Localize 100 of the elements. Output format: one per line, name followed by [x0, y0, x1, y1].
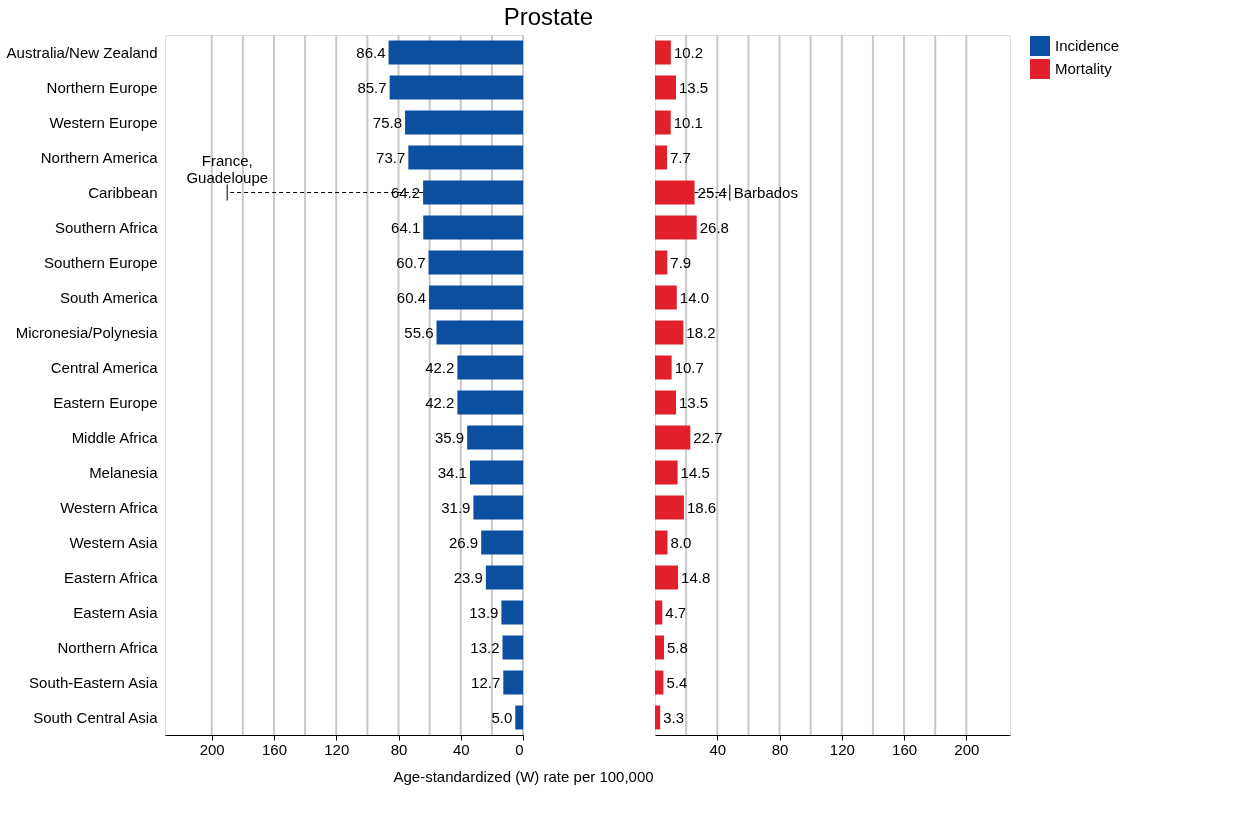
data-label: 31.9 [441, 498, 471, 516]
x-tick-label: 160 [261, 740, 287, 758]
bar [655, 75, 677, 100]
data-label: 85.7 [357, 78, 387, 96]
x-tick-label: 40 [452, 740, 470, 758]
x-tick-label: 120 [324, 740, 350, 758]
x-tick-label: 160 [892, 740, 918, 758]
y-tick-label: South Central Asia [33, 708, 159, 726]
bar [408, 145, 524, 170]
data-label: 7.9 [670, 253, 692, 271]
data-label: 73.7 [376, 148, 406, 166]
y-tick-label: Caribbean [88, 183, 158, 201]
bar [429, 285, 524, 310]
bar [457, 390, 524, 415]
data-label: 18.2 [686, 323, 716, 341]
x-axis-title: Age-standardized (W) rate per 100,000 [393, 767, 654, 785]
y-tick-label: Western Europe [49, 113, 158, 131]
y-tick-label: Australia/New Zealand [6, 43, 158, 61]
bar [655, 565, 679, 590]
data-label: 64.2 [390, 183, 421, 201]
bar [501, 600, 524, 625]
data-label: 25.4 [697, 183, 727, 201]
bar [469, 460, 524, 485]
bar [655, 425, 691, 450]
bar [655, 110, 671, 135]
bar [655, 285, 677, 310]
bar [423, 180, 524, 205]
bar [467, 425, 524, 450]
x-tick-label: 40 [709, 740, 727, 758]
chart-title: Prostate [503, 2, 594, 30]
data-label: 13.9 [469, 603, 499, 621]
bar [655, 320, 684, 345]
y-tick-label: Micronesia/Polynesia [15, 323, 159, 341]
bar [655, 635, 665, 660]
data-label: 22.7 [693, 428, 723, 446]
data-label: 60.7 [396, 253, 426, 271]
bar [655, 355, 672, 380]
data-label: 10.1 [673, 113, 703, 131]
y-tick-label: Eastern Europe [53, 393, 158, 411]
y-tick-label: Western Africa [60, 498, 159, 516]
bar [655, 705, 661, 730]
data-label: 14.8 [681, 568, 711, 586]
bar [515, 705, 524, 730]
data-label: 8.0 [670, 533, 692, 551]
bar [502, 635, 524, 660]
x-tick-label: 120 [829, 740, 855, 758]
data-label: 7.7 [669, 148, 691, 166]
bar [655, 145, 667, 170]
bar [388, 40, 524, 65]
bar [428, 250, 524, 275]
legend-label: Mortality [1055, 60, 1113, 77]
data-label: 4.7 [665, 603, 687, 621]
y-tick-label: Eastern Africa [64, 568, 159, 586]
bar [405, 110, 524, 135]
y-tick-label: Southern Europe [44, 253, 158, 271]
data-label: 13.5 [679, 393, 709, 411]
bar [457, 355, 524, 380]
bar [655, 40, 671, 65]
data-label: 55.6 [404, 323, 434, 341]
x-tick-label: 0 [515, 740, 524, 758]
annotation: Barbados [733, 183, 798, 201]
data-label: 18.6 [686, 498, 717, 516]
bar [655, 495, 684, 520]
y-tick-label: Middle Africa [71, 428, 159, 446]
y-tick-label: Melanesia [89, 463, 159, 481]
bar [389, 75, 524, 100]
data-label: 14.0 [679, 288, 709, 306]
bar [503, 670, 524, 695]
data-label: 42.2 [425, 358, 455, 376]
legend-label: Incidence [1055, 37, 1120, 54]
y-tick-label: Western Asia [69, 533, 159, 551]
bar [655, 600, 663, 625]
y-tick-label: Eastern Asia [73, 603, 159, 621]
bar [655, 670, 664, 695]
y-tick-label: Northern Africa [57, 638, 159, 656]
y-tick-label: Central America [50, 358, 159, 376]
data-label: 26.9 [448, 533, 479, 551]
data-label: 64.1 [391, 218, 421, 236]
bar [655, 215, 697, 240]
y-tick-label: Southern Africa [54, 218, 159, 236]
data-label: 26.8 [699, 218, 729, 236]
data-label: 5.0 [491, 708, 513, 726]
x-tick-label: 80 [771, 740, 789, 758]
bar [423, 215, 524, 240]
bar [655, 180, 695, 205]
x-tick-label: 80 [390, 740, 408, 758]
data-label: 42.2 [425, 393, 455, 411]
bar [436, 320, 524, 345]
bar [655, 250, 668, 275]
data-label: 14.5 [680, 463, 710, 481]
data-label: 75.8 [372, 113, 403, 131]
data-label: 60.4 [396, 288, 427, 306]
data-label: 23.9 [453, 568, 483, 586]
bar [655, 390, 677, 415]
bar [481, 530, 524, 555]
data-label: 86.4 [356, 43, 386, 61]
data-label: 10.7 [674, 358, 704, 376]
bar [655, 530, 668, 555]
data-label: 12.7 [471, 673, 501, 691]
y-tick-label: Northern Europe [46, 78, 158, 96]
